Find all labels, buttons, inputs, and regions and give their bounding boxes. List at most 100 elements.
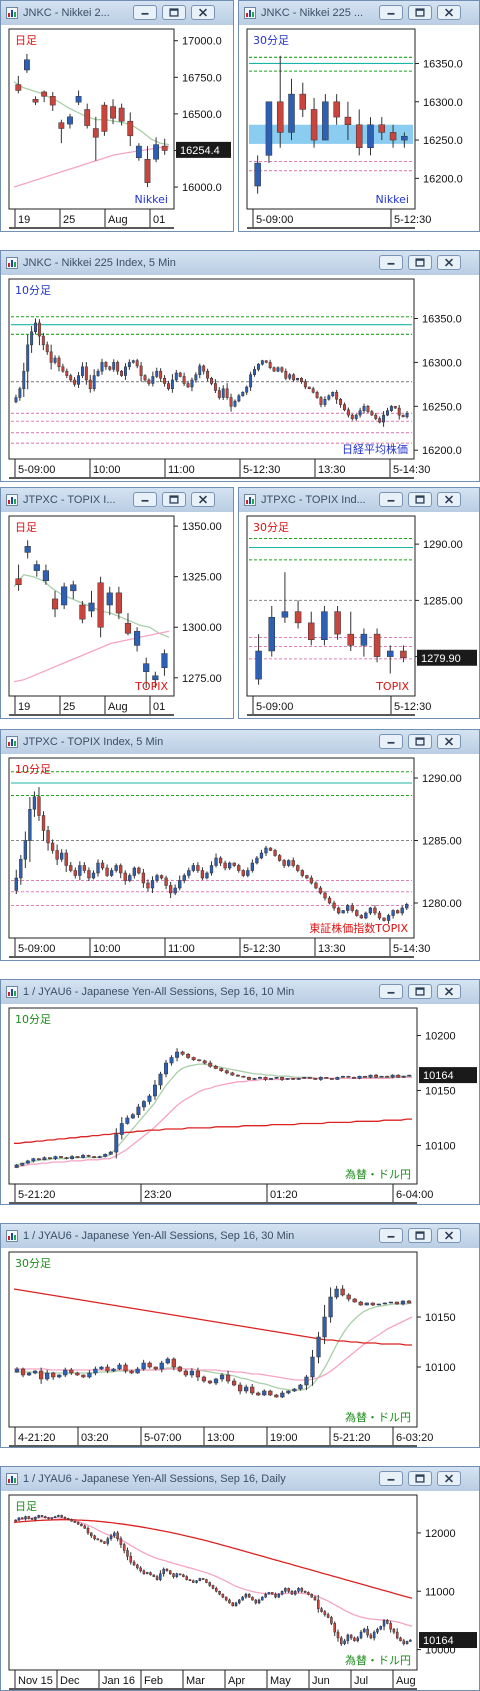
chart-svg[interactable]: 1350.00 1325.00 1300.00 1275.00 日足 TOPIX 19 25 A… [1,512,233,718]
restore-button[interactable] [408,5,432,20]
close-button[interactable] [191,5,215,20]
window-titlebar[interactable]: JTPXC - TOPIX I... [1,488,233,512]
window-titlebar[interactable]: 1 / JYAU6 - Japanese Yen-All Sessions, S… [1,980,479,1004]
chart-window-nikkei-30min[interactable]: JNKC - Nikkei 225 ... 16350.0 16300.0 1625… [238,0,480,232]
close-button[interactable] [437,984,461,999]
restore-button[interactable] [408,984,432,999]
chart-window-topix-5min[interactable]: JTPXC - TOPIX Index, 5 Min 1290.00 1285.0… [0,729,480,961]
chart-window-nikkei-daily[interactable]: JNKC - Nikkei 2... 17000.0 16750.0 16500.0… [0,0,234,232]
minimize-button[interactable] [379,734,403,749]
minimize-button[interactable] [379,5,403,20]
chart-window-jpy-10min[interactable]: 1 / JYAU6 - Japanese Yen-All Sessions, S… [0,979,480,1205]
window-titlebar[interactable]: 1 / JYAU6 - Japanese Yen-All Sessions, S… [1,1224,479,1248]
chart-area[interactable]: 16350.0 16300.0 16250.0 16200.0 10分足 日経平均株価 5-… [1,275,479,481]
candle [61,363,65,373]
chart-window-topix-daily[interactable]: JTPXC - TOPIX I... 1350.00 1325.00 1300.00… [0,487,234,719]
close-button[interactable] [191,492,215,507]
candle [15,75,22,94]
window-titlebar[interactable]: JNKC - Nikkei 225 ... [239,1,479,25]
candle [175,1572,179,1578]
candle [282,859,286,868]
close-button[interactable] [437,1471,461,1486]
candle [53,355,57,365]
candle [135,358,139,369]
candle [191,1579,195,1583]
chart-svg[interactable]: 1290.001285.001280.001279.9030分足TOPIX5-0… [239,512,479,718]
chart-window-nikkei-5min[interactable]: JNKC - Nikkei 225 Index, 5 Min 16350.0 16… [0,250,480,482]
window-titlebar[interactable]: JNKC - Nikkei 2... [1,1,233,25]
candle [241,1595,244,1601]
chart-area[interactable]: 1350.00 1325.00 1300.00 1275.00 日足 TOPIX 19 25 A… [1,512,233,718]
candle [201,1375,207,1383]
minimize-button[interactable] [133,5,157,20]
candle [50,1517,54,1520]
chart-area[interactable]: 1290.001285.001280.001279.9030分足TOPIX5-0… [239,512,479,718]
chart-area[interactable]: 1290.00 1285.00 1280.00 10分足 東証株価指数TOPIX 5-09… [1,754,479,960]
candle [42,1156,47,1161]
chart-area[interactable]: 17000.016750.016500.016250.016000.016254… [1,25,233,231]
minimize-button[interactable] [379,1228,403,1243]
minimize-button[interactable] [379,1471,403,1486]
restore-button[interactable] [408,1228,432,1243]
chart-area[interactable]: 16350.0 16300.0 16250.0 16200.0 30分足 Nikkei 5-… [239,25,479,231]
plot-area[interactable] [8,1007,418,1185]
plot-area[interactable] [8,757,415,939]
candle [390,1074,395,1079]
restore-button[interactable] [408,1471,432,1486]
restore-button[interactable] [162,5,186,20]
close-button[interactable] [437,492,461,507]
minimize-button[interactable] [379,492,403,507]
candle [378,117,386,141]
restore-button[interactable] [408,492,432,507]
window-titlebar[interactable]: 1 / JYAU6 - Japanese Yen-All Sessions, S… [1,1467,479,1491]
minimize-button[interactable] [133,492,157,507]
chart-app-icon [6,256,18,269]
candle [391,909,395,919]
close-button[interactable] [437,1228,461,1243]
y-tick-label: 10100 [425,1362,456,1374]
plot-area[interactable] [8,278,415,460]
chart-area[interactable]: 10150 10100 30分足 為替・ドル円 4-21:20 03:20 5-07:00 1… [1,1248,479,1447]
chart-app-icon [6,493,18,506]
minimize-button[interactable] [379,984,403,999]
candle [296,864,300,873]
candle [370,409,374,416]
candle [400,1300,406,1306]
candle [41,811,46,841]
plot-area[interactable] [246,515,416,697]
restore-button[interactable] [408,734,432,749]
x-tick-label: 19 [18,701,30,713]
candle [400,645,407,663]
minimize-button[interactable] [379,255,403,270]
candle [64,1156,69,1160]
chart-window-jpy-daily[interactable]: 1 / JYAU6 - Japanese Yen-All Sessions, S… [0,1466,480,1691]
x-tick-label: 5-09:00 [18,943,55,955]
candle [231,1601,235,1607]
close-button[interactable] [437,5,461,20]
close-button[interactable] [437,734,461,749]
chart-window-jpy-30min[interactable]: 1 / JYAU6 - Japanese Yen-All Sessions, S… [0,1223,480,1448]
close-button[interactable] [437,255,461,270]
chart-svg[interactable]: 17000.016750.016500.016250.016000.016254… [1,25,233,231]
restore-button[interactable] [162,492,186,507]
candle [195,1579,198,1584]
window-titlebar[interactable]: JTPXC - TOPIX Index, 5 Min [1,730,479,754]
chart-svg[interactable]: 16350.0 16300.0 16250.0 16200.0 30分足 Nikkei 5-… [239,25,479,231]
window-title: 1 / JYAU6 - Japanese Yen-All Sessions, S… [23,986,295,998]
restore-button[interactable] [408,255,432,270]
chart-area[interactable]: 12000 11000 10000 10164 日足 為替・ドル円 Nov 15 Dec Jan… [1,1491,479,1690]
window-titlebar[interactable]: JNKC - Nikkei 225 Index, 5 Min [1,251,479,275]
chart-area[interactable]: 10200 10150 10100 10164 10分足 為替・ドル円 5-21:20 23:… [1,1004,479,1204]
candle [57,1374,62,1379]
candle [128,873,132,883]
candle [57,355,61,372]
plot-area[interactable] [8,1251,418,1428]
plot-area[interactable] [246,28,416,210]
window-titlebar[interactable]: JTPXC - TOPIX Ind... [239,488,479,512]
chart-window-topix-30min[interactable]: JTPXC - TOPIX Ind... 1290.001285.001280.… [238,487,480,719]
